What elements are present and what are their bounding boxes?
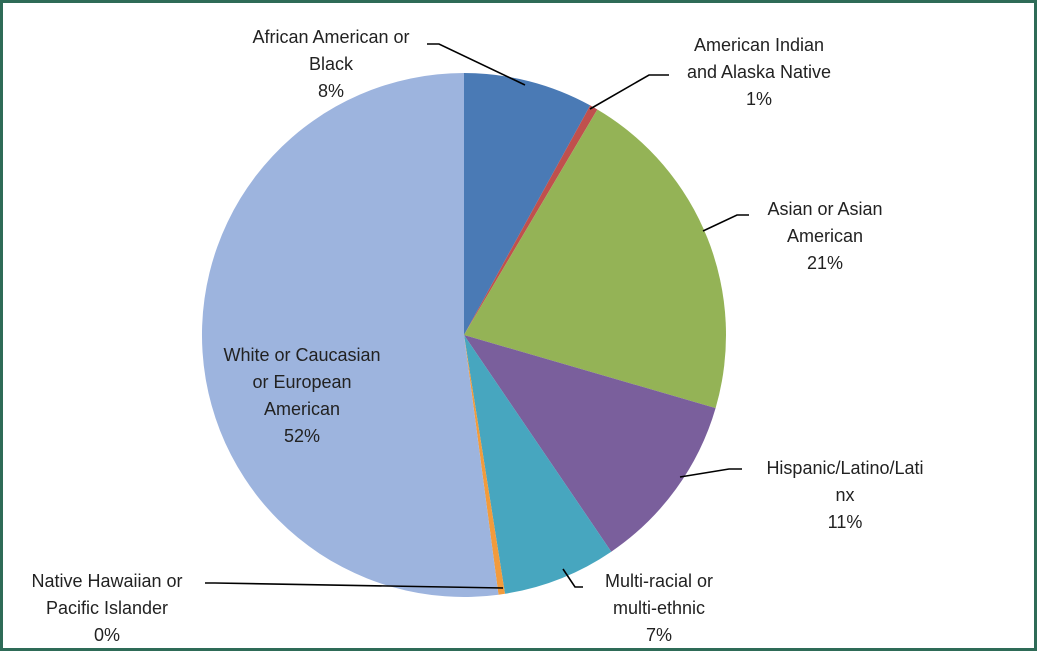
slice-label-line: and Alaska Native xyxy=(687,62,831,82)
slice-label-line: American xyxy=(264,399,340,419)
leader-line-native-hawaiian xyxy=(205,582,504,589)
pie-slices xyxy=(201,72,727,597)
slice-label-line: White or Caucasian xyxy=(223,345,380,365)
slice-label-line: African American or xyxy=(252,27,409,47)
pie-slice-asian xyxy=(464,109,727,409)
slice-percent: 52% xyxy=(284,426,320,446)
leader-line-hispanic xyxy=(679,468,742,478)
slice-label-line: American xyxy=(787,226,863,246)
slice-label-line: Asian or Asian xyxy=(767,199,882,219)
slice-percent: 0% xyxy=(94,625,120,645)
slice-label-line: Hispanic/Latino/Lati xyxy=(766,458,923,478)
slice-label-line: Multi-racial or xyxy=(605,571,713,591)
slice-label-line: American Indian xyxy=(694,35,824,55)
pie-slice-hispanic xyxy=(464,335,716,552)
leader-line-asian xyxy=(702,214,749,232)
pie-slice-multi-racial xyxy=(464,335,612,594)
pie-labels: African American or Black 8% American India… xyxy=(31,27,923,645)
slice-label-line: Pacific Islander xyxy=(46,598,168,618)
pie-chart: African American or Black 8% American India… xyxy=(31,27,923,645)
data-label-white: White or Caucasian or European American 52% xyxy=(223,345,380,446)
leader-line-american-indian xyxy=(589,74,669,110)
pie-slice-american-indian xyxy=(464,105,598,335)
data-label-multi-racial: Multi-racial or multi-ethnic 7% xyxy=(605,571,713,645)
slice-percent: 11% xyxy=(828,512,863,532)
pie-slice-native-hawaiian xyxy=(464,335,505,595)
leader-line-african-american xyxy=(427,43,526,86)
pie-slice-white xyxy=(201,72,499,597)
data-label-hispanic: Hispanic/Latino/Lati nx 11% xyxy=(766,458,923,532)
slice-percent: 8% xyxy=(318,81,344,101)
data-label-native-hawaiian: Native Hawaiian or Pacific Islander 0% xyxy=(31,571,182,645)
slice-label-line: nx xyxy=(835,485,854,505)
slice-percent: 1% xyxy=(746,89,772,109)
leader-line-multi-racial xyxy=(562,568,583,588)
data-label-asian: Asian or Asian American 21% xyxy=(767,199,882,273)
pie-slice-african-american xyxy=(464,73,591,335)
slice-label-line: multi-ethnic xyxy=(613,598,705,618)
slice-percent: 7% xyxy=(646,625,672,645)
slice-label-line: Black xyxy=(309,54,354,74)
slice-percent: 21% xyxy=(807,253,843,273)
data-label-american-indian: American Indian and Alaska Native 1% xyxy=(687,35,831,109)
slice-label-line: or European xyxy=(252,372,351,392)
data-label-african-american: African American or Black 8% xyxy=(252,27,409,101)
slice-label-line: Native Hawaiian or xyxy=(31,571,182,591)
